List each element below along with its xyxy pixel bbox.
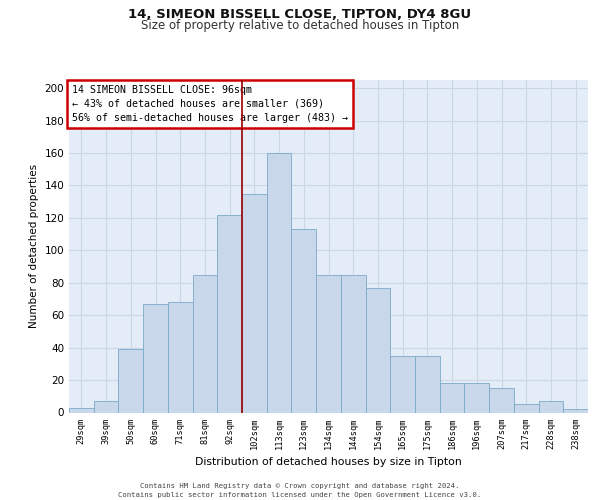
Bar [168,302,193,412]
Bar [440,384,464,412]
Bar [267,153,292,412]
Bar [94,401,118,412]
Text: Contains HM Land Registry data © Crown copyright and database right 2024.
Contai: Contains HM Land Registry data © Crown c… [118,483,482,498]
Bar [143,304,168,412]
Text: Size of property relative to detached houses in Tipton: Size of property relative to detached ho… [141,19,459,32]
Bar [341,274,365,412]
Bar [118,349,143,412]
Bar [217,214,242,412]
Text: 14, SIMEON BISSELL CLOSE, TIPTON, DY4 8GU: 14, SIMEON BISSELL CLOSE, TIPTON, DY4 8G… [128,8,472,20]
Bar [316,274,341,412]
X-axis label: Distribution of detached houses by size in Tipton: Distribution of detached houses by size … [195,457,462,467]
Y-axis label: Number of detached properties: Number of detached properties [29,164,39,328]
Bar [563,410,588,412]
Bar [464,384,489,412]
Bar [539,401,563,412]
Text: 14 SIMEON BISSELL CLOSE: 96sqm
← 43% of detached houses are smaller (369)
56% of: 14 SIMEON BISSELL CLOSE: 96sqm ← 43% of … [71,85,347,123]
Bar [193,274,217,412]
Bar [69,408,94,412]
Bar [415,356,440,412]
Bar [514,404,539,412]
Bar [390,356,415,412]
Bar [292,229,316,412]
Bar [242,194,267,412]
Bar [489,388,514,412]
Bar [365,288,390,412]
